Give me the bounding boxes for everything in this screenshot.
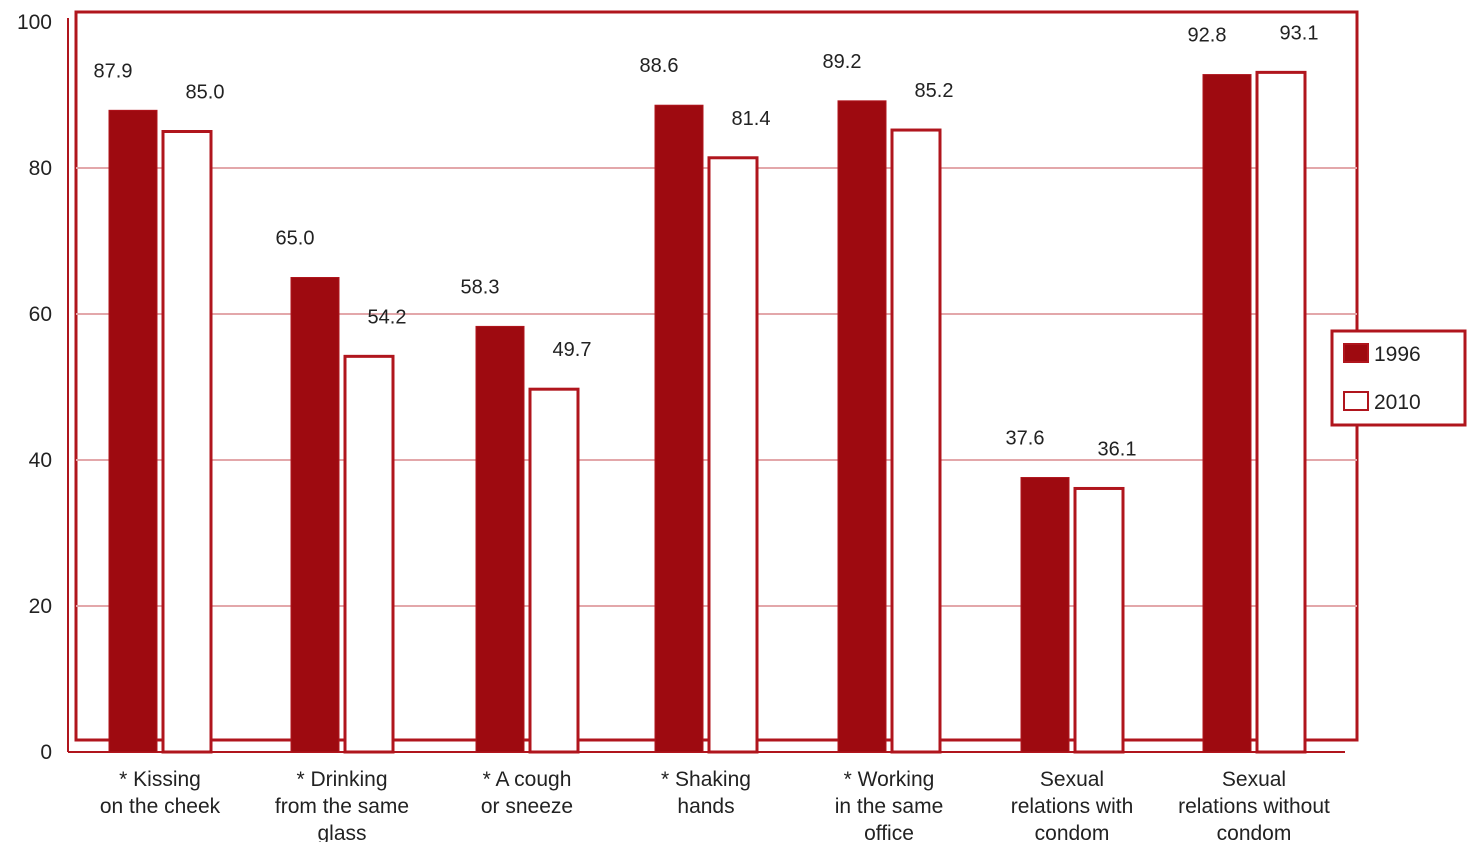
data-label-2010-6: 93.1 xyxy=(1280,22,1319,44)
bar-2010-6 xyxy=(1255,70,1307,754)
bar-2010-4 xyxy=(890,128,942,754)
data-label-1996-2: 58.3 xyxy=(461,276,500,298)
bar-2010-1 xyxy=(343,354,395,754)
data-label-2010-5: 36.1 xyxy=(1098,438,1137,460)
bar-2010-2 xyxy=(528,387,580,754)
data-labels: 87.9 65.0 58.3 88.6 89.2 37.6 92.8 85.0 54.2 49.7… xyxy=(94,22,1319,460)
category-label-2: * A cough or sneeze xyxy=(481,768,573,818)
category-label-3: * Shaking hands xyxy=(661,768,751,818)
legend-label-1996: 1996 xyxy=(1374,343,1421,366)
data-label-1996-4: 89.2 xyxy=(823,51,862,73)
data-label-1996-1: 65.0 xyxy=(276,228,315,250)
data-label-2010-3: 81.4 xyxy=(732,108,771,130)
bar-1996-5 xyxy=(1020,477,1070,753)
data-label-1996-5: 37.6 xyxy=(1006,428,1045,450)
legend: 1996 2010 xyxy=(1330,329,1467,427)
data-label-1996-3: 88.6 xyxy=(640,55,679,77)
category-label-1: * Drinking from the same glass xyxy=(275,768,409,842)
y-axis-ticks: 0 20 40 60 80 100 xyxy=(17,11,52,764)
bar-2010-5 xyxy=(1073,486,1125,754)
bar-1996-0 xyxy=(108,109,158,753)
category-label-6: Sexual relations without condom xyxy=(1178,768,1330,842)
bar-2010-3 xyxy=(707,156,759,754)
y-tick-label: 100 xyxy=(17,11,52,34)
bar-1996-2 xyxy=(475,325,525,753)
data-label-1996-6: 92.8 xyxy=(1188,25,1227,47)
legend-label-2010: 2010 xyxy=(1374,391,1421,414)
legend-swatch-1996 xyxy=(1343,343,1369,363)
y-tick-label: 60 xyxy=(29,303,52,326)
bar-1996-3 xyxy=(654,104,704,753)
bar-1996-4 xyxy=(837,100,887,753)
data-label-2010-0: 85.0 xyxy=(186,82,225,104)
data-label-2010-4: 85.2 xyxy=(915,80,954,102)
category-label-4: * Working in the same office xyxy=(835,768,944,842)
y-tick-label: 0 xyxy=(40,741,52,764)
bar-2010-0 xyxy=(161,130,213,754)
category-label-0: * Kissing on the cheek xyxy=(100,768,221,818)
data-label-2010-2: 49.7 xyxy=(553,339,592,361)
bar-1996-1 xyxy=(290,277,340,753)
legend-swatch-2010 xyxy=(1343,391,1369,411)
category-labels: * Kissing on the cheek * Drinking from the … xyxy=(100,768,1330,842)
y-tick-label: 20 xyxy=(29,595,52,618)
bars xyxy=(108,70,1307,754)
y-tick-label: 40 xyxy=(29,449,52,472)
bar-1996-6 xyxy=(1202,74,1252,753)
y-tick-label: 80 xyxy=(29,157,52,180)
category-label-5: Sexual relations with condom xyxy=(1011,768,1134,842)
data-label-1996-0: 87.9 xyxy=(94,60,133,82)
data-label-2010-1: 54.2 xyxy=(368,306,407,328)
